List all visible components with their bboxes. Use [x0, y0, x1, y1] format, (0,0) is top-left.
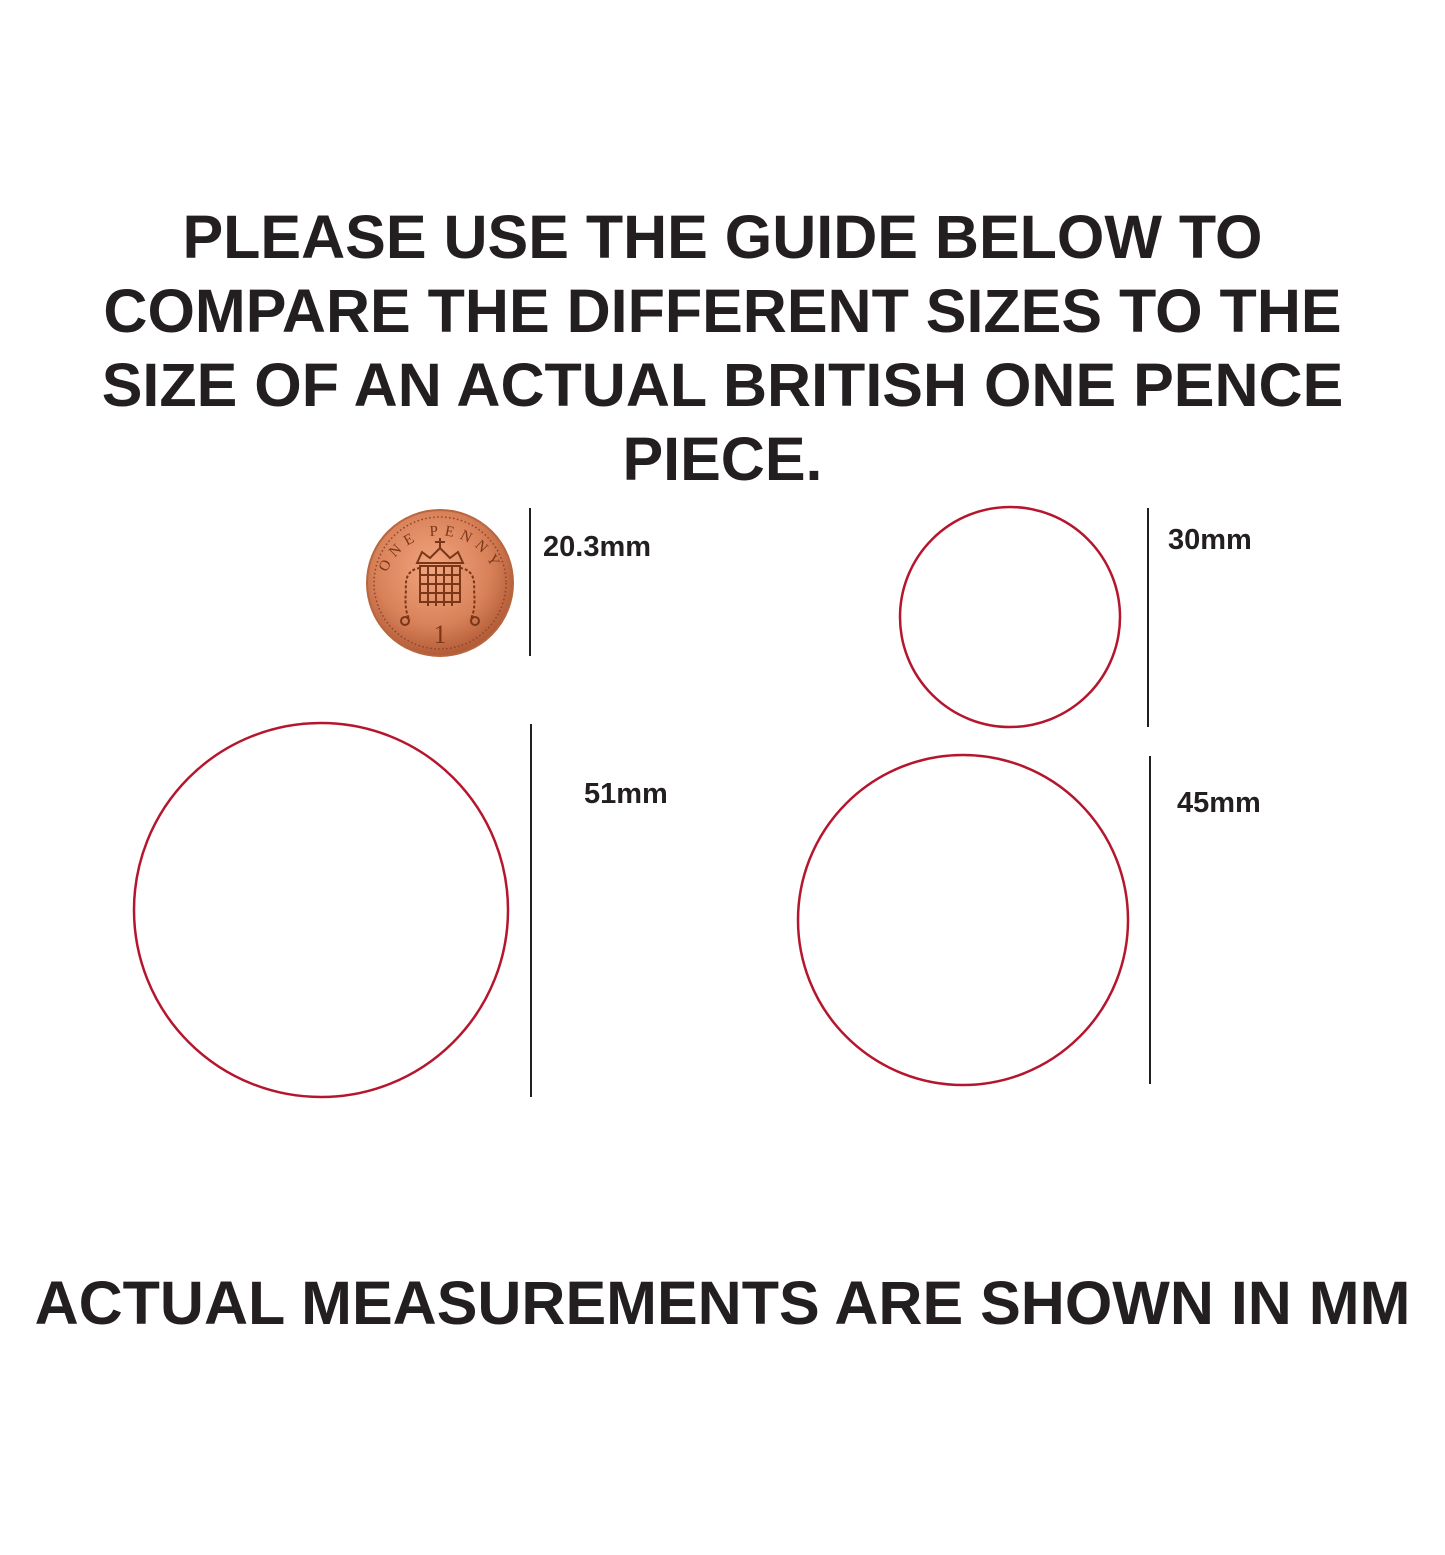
size-label-51mm: 51mm — [584, 778, 668, 810]
size-label-30mm: 30mm — [1168, 524, 1252, 556]
circle-45mm — [796, 753, 1130, 1087]
size-label-45mm: 45mm — [1177, 787, 1261, 819]
circle-51mm — [132, 721, 510, 1099]
coin-size-label: 20.3mm — [543, 531, 652, 563]
heading: PLEASE USE THE GUIDE BELOW TO COMPARE TH… — [0, 200, 1445, 496]
footer-note: ACTUAL MEASUREMENTS ARE SHOWN IN MM — [34, 1269, 1411, 1337]
circle-30mm — [898, 505, 1122, 729]
one-penny-coin: ONE PENNY 1 — [366, 509, 514, 657]
heading-line: PIECE. — [622, 425, 823, 493]
coin-value: 1 — [434, 620, 447, 649]
heading-line: PLEASE USE THE GUIDE BELOW TO — [182, 203, 1263, 271]
heading-line: SIZE OF AN ACTUAL BRITISH ONE PENCE — [101, 351, 1344, 419]
measure-line-45mm — [1149, 756, 1151, 1084]
measure-line-30mm — [1147, 508, 1149, 727]
measure-line-coin — [529, 508, 531, 656]
portcullis-icon — [400, 538, 480, 626]
measure-line-51mm — [530, 724, 532, 1097]
heading-line: COMPARE THE DIFFERENT SIZES TO THE — [103, 277, 1342, 345]
